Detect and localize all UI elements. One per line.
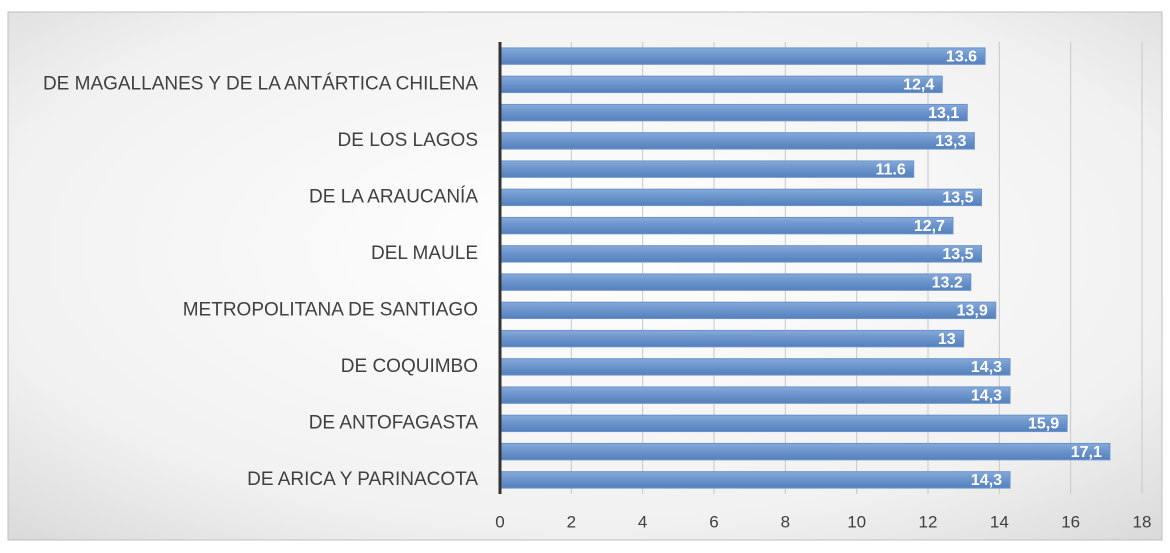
bar — [499, 301, 997, 320]
bar — [499, 358, 1011, 376]
y-tick-label: METROPOLITANA DE SANTIAGO — [183, 299, 478, 320]
value-label: 13,1 — [928, 105, 959, 122]
value-label: 13.6 — [946, 48, 977, 65]
bar — [499, 245, 982, 263]
x-tick-label: 0 — [495, 512, 504, 531]
y-tick-label: DE MAGALLANES Y DE LA ANTÁRTICA CHILENA — [43, 73, 478, 94]
value-label: 17,1 — [1071, 444, 1102, 461]
bar — [499, 273, 972, 291]
x-tick-label: 10 — [847, 512, 866, 531]
x-tick-label: 12 — [919, 512, 938, 531]
x-tick-label: 2 — [567, 512, 576, 531]
y-tick-label: DEL MAULE — [371, 243, 478, 264]
bar — [499, 103, 968, 122]
value-label: 13,5 — [942, 246, 973, 263]
value-label: 13,9 — [957, 303, 988, 320]
bar — [499, 132, 975, 150]
value-label: 14,3 — [971, 387, 1002, 404]
bar — [499, 188, 982, 207]
bar — [499, 442, 1111, 461]
x-tick-label: 6 — [709, 512, 718, 531]
y-tick-label: DE LOS LAGOS — [338, 130, 478, 151]
x-tick-label: 8 — [781, 512, 790, 531]
bar — [499, 47, 986, 65]
x-tick-label: 14 — [990, 512, 1009, 531]
x-tick-label: 18 — [1133, 512, 1152, 531]
value-label: 12,4 — [903, 77, 934, 94]
value-label: 13.2 — [932, 274, 963, 291]
x-tick-label: 16 — [1061, 512, 1080, 531]
bar — [499, 329, 965, 348]
bar — [499, 471, 1011, 489]
y-tick-label: DE LA ARAUCANÍA — [309, 186, 478, 207]
value-label: 14,3 — [971, 359, 1002, 376]
value-label: 12,7 — [914, 218, 945, 235]
y-tick-label: DE ANTOFAGASTA — [309, 412, 479, 433]
value-label: 14,3 — [971, 472, 1002, 489]
bar — [499, 160, 915, 178]
y-tick-label: DE COQUIMBO — [341, 356, 478, 377]
x-tick-label: 4 — [638, 512, 647, 531]
y-tick-label: DE ARICA Y PARINACOTA — [247, 469, 478, 490]
value-label: 13,3 — [935, 133, 966, 150]
bar — [499, 216, 954, 235]
value-label: 13 — [938, 331, 956, 348]
value-label: 15,9 — [1028, 416, 1059, 433]
value-label: 13,5 — [942, 190, 973, 207]
bar — [499, 75, 943, 94]
bar — [499, 386, 1011, 404]
bar — [499, 414, 1068, 433]
value-label: 11.6 — [875, 161, 905, 178]
